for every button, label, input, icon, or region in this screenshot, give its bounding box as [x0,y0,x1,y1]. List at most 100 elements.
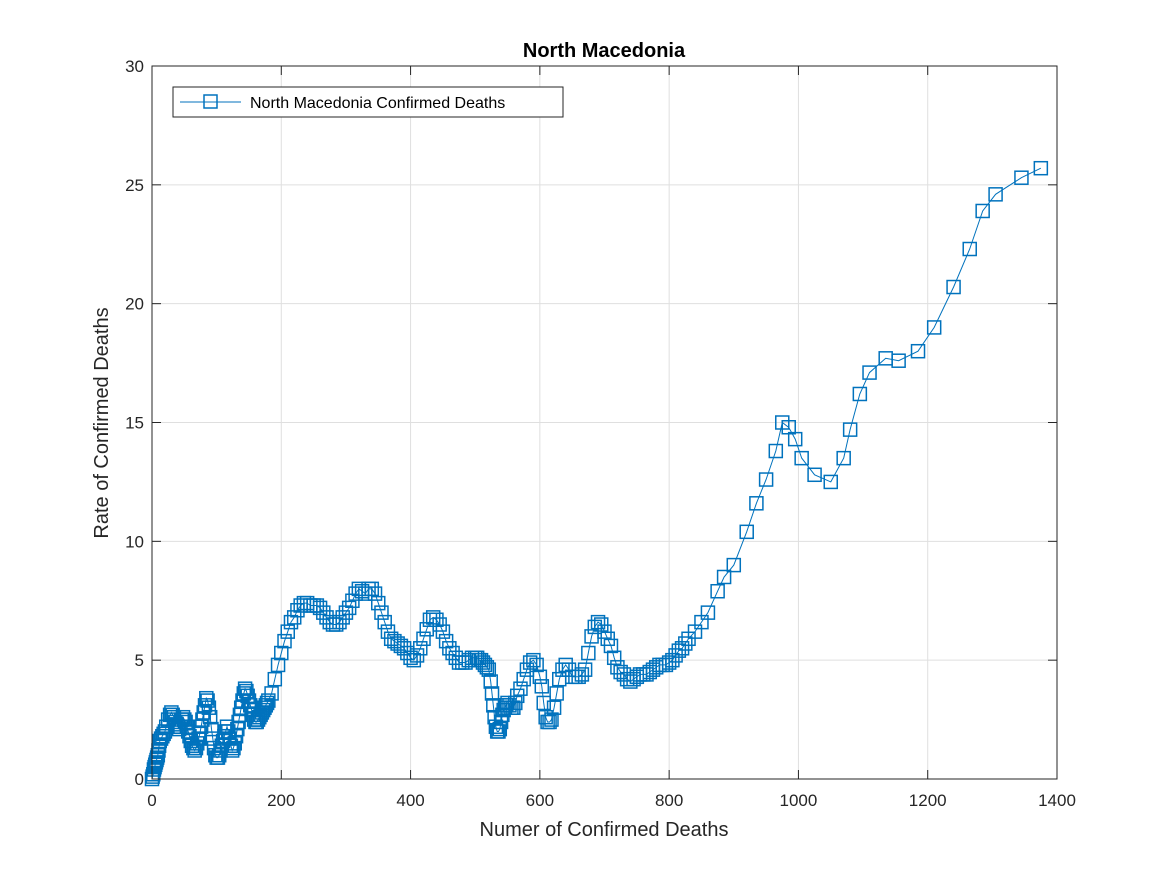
x-tick-label: 0 [147,791,156,810]
data-point-marker [190,736,205,751]
data-point-marker [241,693,257,708]
data-point-marker [577,662,593,677]
data-point-marker [823,474,838,490]
data-point-marker [191,731,206,746]
x-tick-label: 1400 [1038,791,1076,810]
data-point-marker [988,187,1003,202]
data-point-marker [1014,170,1029,185]
data-point-marker [477,657,493,673]
data-point-marker [274,645,289,661]
data-point-marker [374,605,389,620]
data-point-marker [549,686,564,701]
data-point-marker [481,662,497,677]
data-point-marker [926,320,942,335]
data-point-marker [910,343,926,359]
data-point-marker [716,569,732,585]
data-point-marker [526,652,541,668]
data-point-marker [435,624,451,639]
y-tick-label: 5 [135,651,144,670]
legend-label: North Macedonia Confirmed Deaths [250,95,505,112]
data-point-marker [534,679,550,694]
data-point-marker [413,641,428,656]
grid [151,65,1058,780]
data-point-marker [962,241,977,257]
data-point-marker [202,709,218,725]
data-point-marker [529,657,544,673]
data-point-marker [178,714,193,730]
data-point-marker [700,605,716,620]
data-point-marker [367,586,383,601]
data-point-marker [491,724,506,739]
data-point-marker [277,633,292,649]
data-point-marker [606,650,622,666]
data-point-marker [739,524,754,540]
y-tick-label: 30 [125,57,144,76]
data-point-marker [516,671,531,687]
data-point-marker [852,386,868,402]
x-axis-label: Numer of Confirmed Deaths [480,819,729,841]
x-tick-label: 1200 [909,791,947,810]
data-point-marker [188,740,204,756]
data-point-marker [155,728,170,744]
data-point-marker [240,688,255,704]
data-point-marker [603,638,619,654]
x-tick-label: 400 [396,791,424,810]
data-point-marker [946,279,961,295]
data-point-marker [975,203,990,219]
data-point-marker [758,472,774,487]
data-point-marker [259,695,275,711]
x-tick-label: 1000 [780,791,818,810]
data-point-marker [891,353,906,368]
y-tick-label: 20 [125,295,144,314]
data-point-marker [787,431,803,447]
data-point-marker [219,719,235,734]
data-point-marker [479,660,495,675]
data-point-marker [371,595,386,611]
data-point-marker [506,700,521,715]
x-axis-ticks: 0 200 400 600 800 1000 1200 1400 [147,66,1076,810]
data-point-marker [377,614,392,630]
legend-marker-square [203,94,218,109]
x-tick-label: 800 [655,791,683,810]
y-tick-label: 0 [135,770,144,789]
data-point-marker [794,450,809,466]
data-point-marker [483,674,498,689]
data-point-marker [574,667,590,682]
y-axis-ticks: 0 5 10 15 20 25 30 [125,57,1057,789]
data-point-marker [710,583,725,599]
data-point-marker [842,422,858,437]
data-point-marker [862,365,877,380]
data-point-marker [807,467,822,483]
data-point-marker [546,700,562,715]
data-point-marker [270,657,286,673]
data-point-marker [364,581,380,597]
data-point-marker [280,624,295,639]
data-point-marker [836,450,851,466]
data-point-marker [749,496,764,511]
data-point-marker [201,700,217,715]
chart-title: North Macedonia [523,40,686,62]
data-point-marker [267,671,283,687]
data-point-marker [226,740,241,756]
legend: North Macedonia Confirmed Deaths [172,86,564,118]
y-tick-label: 10 [125,532,144,551]
data-point-marker [678,636,693,651]
data-point-marker [542,714,557,730]
data-point-marker [223,738,239,753]
data-point-marker [768,443,784,459]
series-markers [144,160,1049,787]
y-tick-label: 15 [125,414,144,433]
data-point-marker [536,695,551,711]
data-point-marker [264,686,279,701]
data-point-marker [513,681,528,696]
data-point-marker [175,709,191,725]
data-point-marker [726,557,742,573]
x-tick-label: 600 [526,791,554,810]
data-point-marker [199,690,214,706]
y-tick-label: 25 [125,176,144,195]
x-tick-label: 200 [267,791,295,810]
data-point-marker [532,669,548,685]
data-point-marker [239,683,254,699]
